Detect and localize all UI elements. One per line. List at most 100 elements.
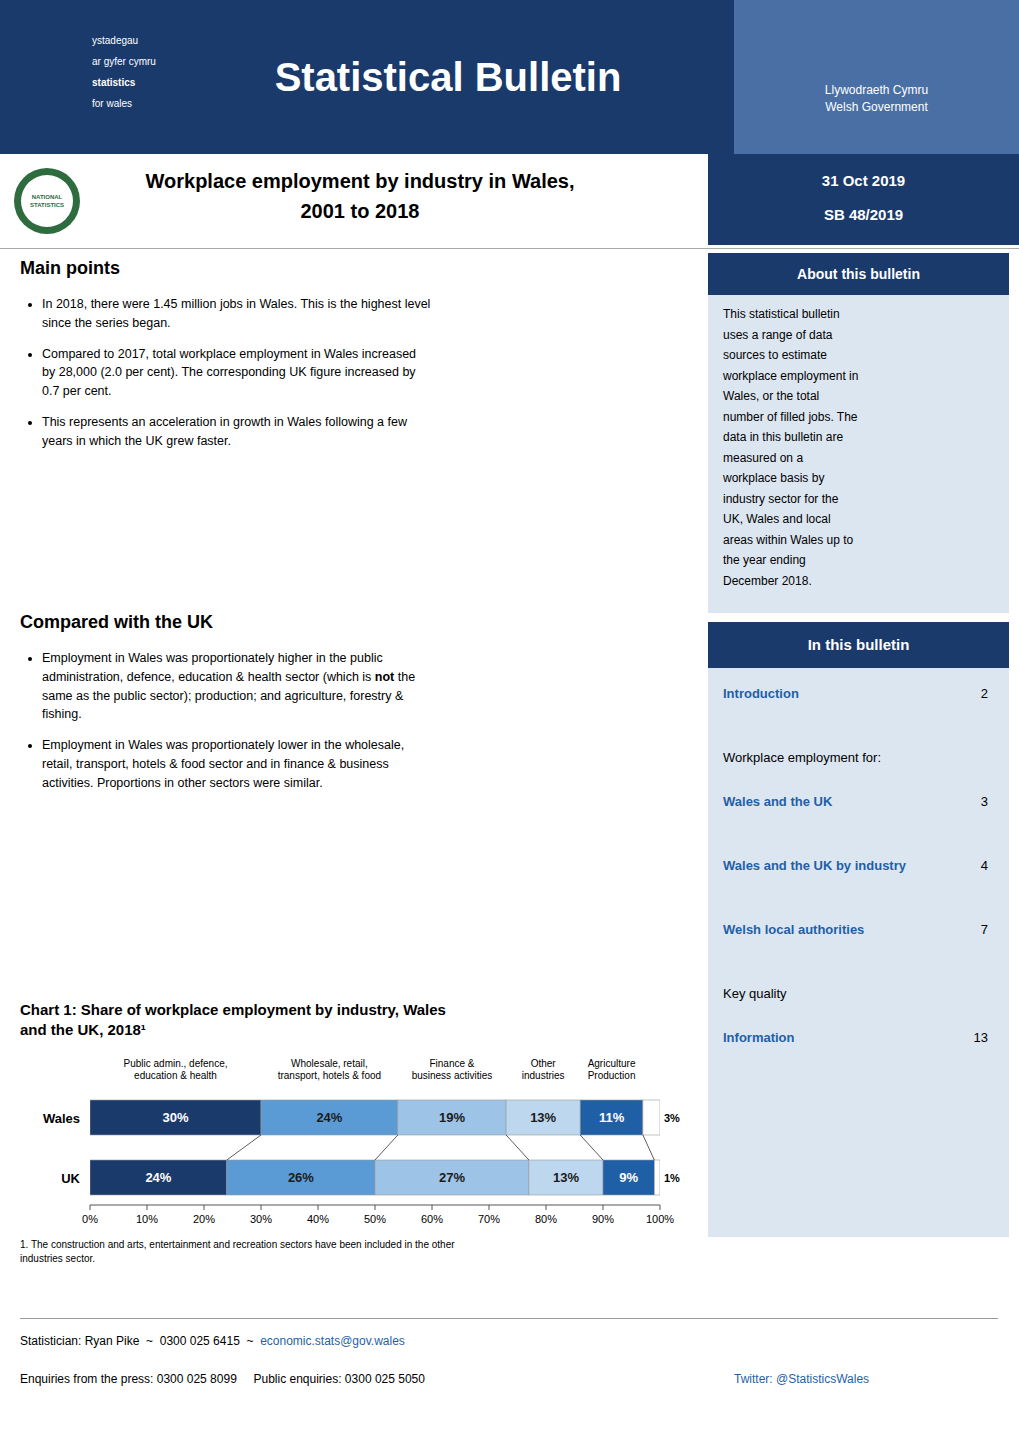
emphasis: not [375,670,394,684]
data-label: 24% [316,1110,342,1125]
chart: 30%24%19%13%11%3%24%26%27%13%9%1%Public … [20,1045,698,1230]
x-tick [261,1205,262,1210]
x-tick [318,1205,319,1210]
bar-segment [375,1160,529,1195]
stats-logo-text: ar gyfer cymru [92,54,232,70]
data-label: 13% [553,1170,579,1185]
about-line: workplace employment in [723,367,1003,385]
bullet-list: In 2018, there were 1.45 million jobs in… [20,295,690,450]
x-tick-label: 90% [592,1213,614,1225]
category-label: UK [61,1171,80,1186]
about-line: areas within Wales up to [723,531,1003,549]
x-tick-label: 70% [478,1213,500,1225]
bar-segment [654,1160,660,1195]
contents-text: Key quality [723,984,953,1004]
about-line: industry sector for the [723,490,1003,508]
about-line: December 2018. [723,572,1003,590]
data-label: 3% [664,1112,680,1124]
bullet-point: This represents an acceleration in growt… [42,413,690,451]
bullet-point: Employment in Wales was proportionately … [42,649,690,724]
connector [580,1135,603,1160]
segment-name: Finance &business activities [412,1058,493,1081]
connector [375,1135,398,1160]
about-line: sources to estimate [723,346,1003,364]
data-label: 11% [599,1110,625,1125]
footer-line: Statistician: Ryan Pike ~ 0300 025 6415 … [20,1334,998,1352]
header-panel [734,0,1019,154]
segment-name-line: transport, hotels & food [278,1070,381,1081]
data-label: 19% [439,1110,465,1125]
about-line: data in this bulletin are [723,428,1003,446]
connector [643,1135,654,1160]
segment-name-line: Other [531,1058,557,1069]
stats-logo-text: ystadegau [92,33,232,49]
x-tick [432,1205,433,1210]
bar-segment [603,1160,654,1195]
header-text: Statistical Bulletin [148,52,748,102]
bar-segment [529,1160,603,1195]
x-tick-label: 20% [193,1213,215,1225]
x-tick-label: 0% [82,1213,98,1225]
bar-segment [580,1100,643,1135]
data-label: 13% [530,1110,556,1125]
connectors [227,1135,655,1160]
bar-segment [261,1100,398,1135]
segment-names: Public admin., defence,education & healt… [124,1058,636,1081]
x-tick-label: 80% [535,1213,557,1225]
x-tick [375,1205,376,1210]
bar-segment [643,1100,660,1135]
separator [0,248,1019,249]
about-line: number of filled jobs. The [723,408,1003,426]
footer-link: economic.stats@gov.wales [260,1334,405,1348]
x-tick [660,1205,661,1210]
government-name: Llywodraeth Cymru Welsh Government [734,82,1019,122]
footer-text: Statistician: Ryan Pike ~ 0300 025 6415 … [20,1334,260,1348]
about-title: About this bulletin [708,253,1009,295]
bar-segment [227,1160,375,1195]
segment-name-line: Production [588,1070,636,1081]
chart-title: Chart 1: Share of workplace employment b… [20,1000,698,1042]
data-label: 1% [664,1172,680,1184]
x-tick-label: 100% [646,1213,674,1225]
main-points: Main pointsIn 2018, there were 1.45 mill… [20,258,690,598]
bulletin-id: SB 48/2019 [708,206,1019,228]
bullet-text: Employment in Wales was proportionately … [42,651,383,684]
contents-page-number: 7 [948,920,988,940]
logo-inner: NATIONAL STATISTICS [21,175,73,227]
segment-name: Wholesale, retail,transport, hotels & fo… [278,1058,381,1081]
page: Statistical BulletinLlywodraeth Cymru We… [0,0,1019,1442]
segment-name: Otherindustries [522,1058,565,1081]
about-sidebar: About this bulletinThis statistical bull… [708,253,1009,613]
segment-name: Public admin., defence,education & healt… [124,1058,228,1081]
segment-name: AgricultureProduction [588,1058,636,1081]
contents-link: Information [723,1028,953,1048]
x-tick-label: 30% [250,1213,272,1225]
contents-page-number: 3 [948,792,988,812]
contents-link: Wales and the UK by industry [723,856,953,876]
about-line: measured on a [723,449,1003,467]
data-label: 24% [145,1170,171,1185]
contents-link: Introduction [723,684,953,704]
x-tick-label: 50% [364,1213,386,1225]
x-tick [90,1205,91,1210]
segment-name-line: business activities [412,1070,493,1081]
bullet-list: Employment in Wales was proportionately … [20,649,690,792]
x-tick [147,1205,148,1210]
about-line: UK, Wales and local [723,510,1003,528]
header-banner: Statistical BulletinLlywodraeth Cymru We… [0,0,1019,154]
connector [227,1135,261,1160]
contents-text: Workplace employment for: [723,748,953,768]
about-line: uses a range of data [723,326,1003,344]
contents-page-number: 2 [948,684,988,704]
data-label: 27% [439,1170,465,1185]
bar-segment [506,1100,580,1135]
in-bulletin-header: In this bulletin [708,622,1009,668]
footer-link: Twitter: @StatisticsWales [734,1372,1004,1390]
compared-section: Compared with the UKEmployment in Wales … [20,612,690,992]
logo-text: NATIONAL STATISTICS [30,193,64,209]
bullet-text: Employment in Wales was proportionately … [42,738,404,790]
data-label: 30% [162,1110,188,1125]
x-tick [204,1205,205,1210]
bar-segment [398,1100,506,1135]
data-labels: 30%24%19%13%11%3%24%26%27%13%9%1% [145,1110,680,1185]
